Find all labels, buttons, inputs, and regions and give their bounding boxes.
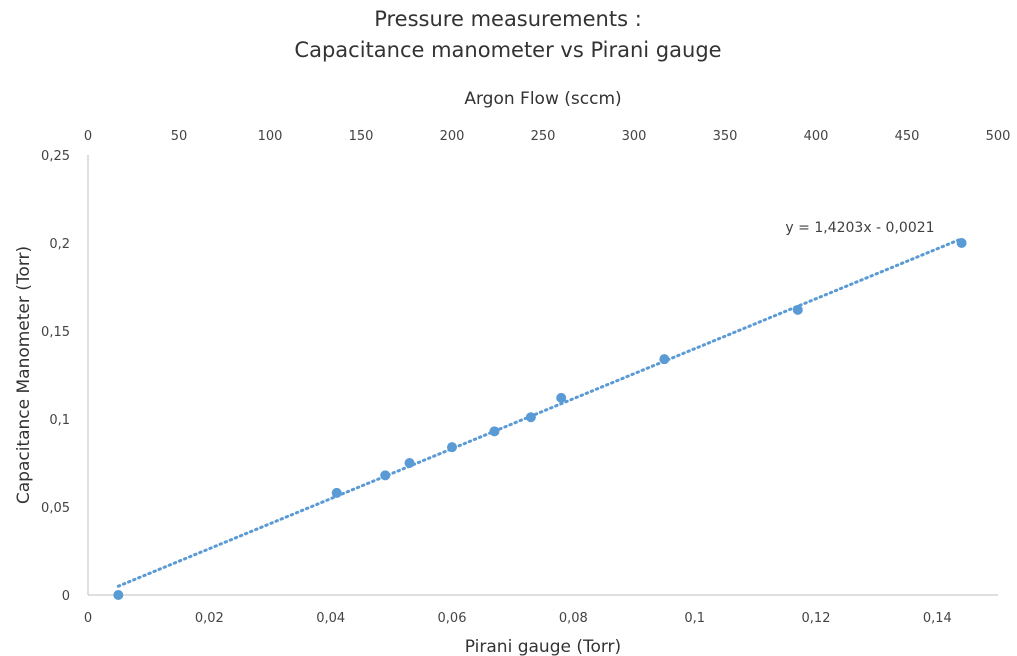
- x2-tick-label: 450: [895, 129, 920, 144]
- x-axis-title: Pirani gauge (Torr): [465, 637, 621, 656]
- data-point: [792, 304, 803, 315]
- data-point: [380, 470, 391, 481]
- x-tick-label: 0,02: [195, 611, 224, 626]
- x2-tick-label: 250: [531, 129, 556, 144]
- x-tick-label: 0,1: [684, 611, 705, 626]
- x2-tick-label: 350: [713, 129, 738, 144]
- top-axis-title: Argon Flow (sccm): [464, 89, 621, 109]
- bottom-axis-ticks: 0 0,02 0,04 0,06 0,08 0,1 0,12 0,14: [84, 611, 952, 626]
- y-tick-label: 0,05: [41, 501, 70, 516]
- x2-tick-label: 0: [84, 129, 92, 144]
- x-tick-label: 0: [84, 611, 92, 626]
- chart-title-line-1: Pressure measurements :: [374, 7, 642, 31]
- data-point: [489, 426, 500, 437]
- x-tick-label: 0,14: [923, 611, 952, 626]
- x2-tick-label: 500: [986, 129, 1011, 144]
- data-point: [447, 442, 457, 453]
- data-points: [113, 238, 967, 600]
- trendline: [116, 237, 964, 588]
- x2-tick-label: 300: [622, 129, 647, 144]
- y-axis-title: Capacitance Manometer (Torr): [14, 246, 34, 504]
- chart-title-line-2: Capacitance manometer vs Pirani gauge: [294, 38, 721, 62]
- y-tick-label: 0,1: [49, 413, 70, 428]
- y-tick-label: 0,2: [49, 237, 70, 252]
- y-tick-label: 0,25: [41, 149, 70, 164]
- x-tick-label: 0,06: [438, 611, 467, 626]
- x-tick-label: 0,08: [559, 611, 588, 626]
- top-axis-ticks: 0 50 100 150 200 250 300 350 400 450 500: [84, 129, 1011, 144]
- y-tick-label: 0: [62, 589, 70, 604]
- data-point: [956, 238, 967, 248]
- x-tick-label: 0,12: [802, 611, 831, 626]
- x2-tick-label: 150: [349, 129, 374, 144]
- data-point: [659, 354, 670, 365]
- x2-tick-label: 400: [804, 129, 829, 144]
- data-point: [556, 392, 567, 403]
- left-axis-ticks: 0 0,05 0,1 0,15 0,2 0,25: [41, 149, 70, 604]
- data-point: [331, 487, 342, 498]
- x-tick-label: 0,04: [316, 611, 345, 626]
- data-point: [113, 590, 124, 600]
- y-tick-label: 0,15: [41, 325, 70, 340]
- trendline-equation: y = 1,4203x - 0,0021: [785, 220, 934, 236]
- x2-tick-label: 50: [171, 129, 188, 144]
- data-point: [404, 458, 415, 468]
- x2-tick-label: 200: [440, 129, 465, 144]
- data-point: [525, 412, 536, 423]
- x2-tick-label: 100: [258, 129, 283, 144]
